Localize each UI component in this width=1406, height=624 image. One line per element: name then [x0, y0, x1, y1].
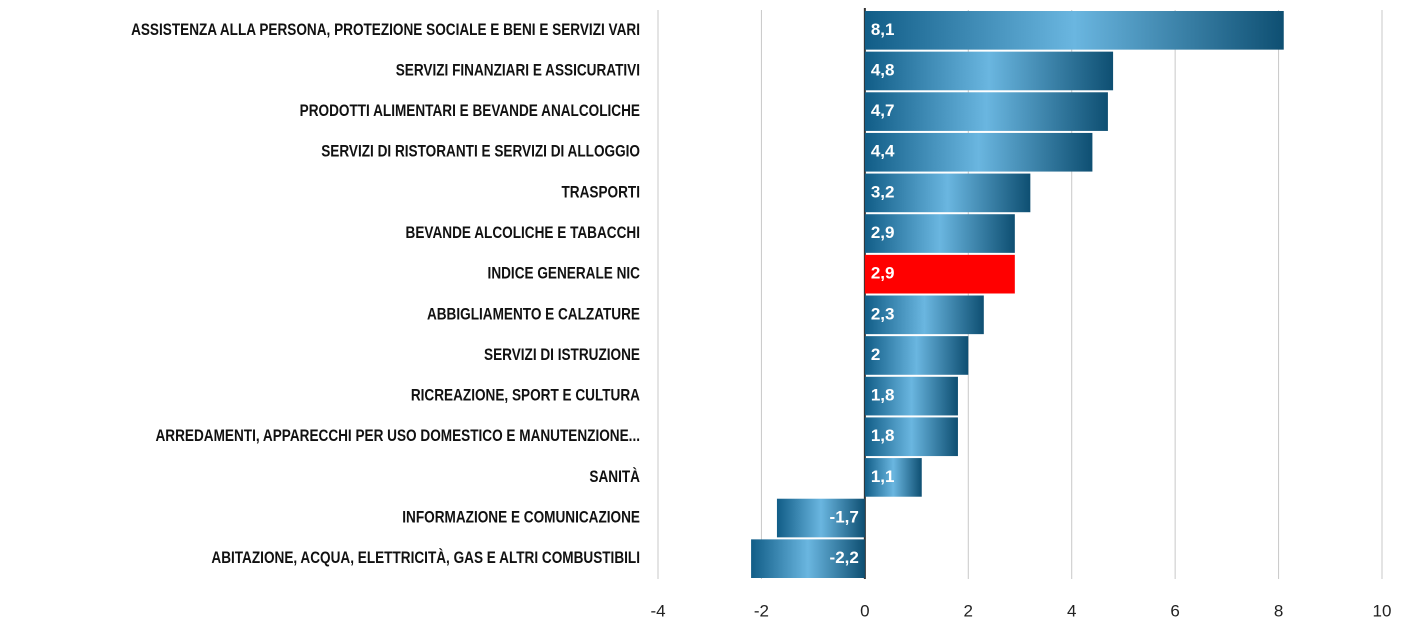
x-tick-label: 8 [1274, 601, 1283, 620]
bar [864, 132, 1093, 172]
category-label: ABITAZIONE, ACQUA, ELETTRICITÀ, GAS E AL… [211, 549, 640, 568]
category-label: SERVIZI DI RISTORANTI E SERVIZI DI ALLOG… [321, 142, 640, 161]
bar [864, 173, 1031, 213]
category-label: ARREDAMENTI, APPARECCHI PER USO DOMESTIC… [156, 427, 640, 446]
value-label: 2,3 [871, 304, 895, 323]
bar [864, 51, 1114, 91]
value-label: 1,8 [871, 426, 895, 445]
category-label: TRASPORTI [562, 183, 640, 202]
bars: 8,1 4,8 4,7 4,4 3,2 2,9 2,9 2,3 2 1,8 1,8 1,1 -1,7 -2… [751, 11, 1284, 578]
value-label: 2 [871, 345, 880, 364]
category-labels: ASSISTENZA ALLA PERSONA, PROTEZIONE SOCI… [131, 20, 640, 567]
category-label: PRODOTTI ALIMENTARI E BEVANDE ANALCOLICH… [300, 102, 640, 121]
value-label: -2,2 [830, 548, 859, 567]
x-tick-label: -4 [650, 601, 665, 620]
x-tick-label: 10 [1373, 601, 1392, 620]
category-label: INFORMAZIONE E COMUNICAZIONE [402, 508, 640, 527]
category-label: ABBIGLIAMENTO E CALZATURE [427, 305, 640, 324]
bar [864, 458, 922, 497]
bar [864, 417, 958, 457]
bar [751, 539, 865, 578]
category-label: RICREAZIONE, SPORT E CULTURA [411, 386, 640, 405]
category-label: SERVIZI FINANZIARI E ASSICURATIVI [396, 61, 640, 80]
category-label: SANITÀ [589, 468, 640, 487]
value-label: 4,7 [871, 101, 895, 120]
category-label: SERVIZI DI ISTRUZIONE [484, 346, 640, 365]
value-label: -1,7 [830, 508, 859, 527]
value-label: 4,8 [871, 60, 895, 79]
bar [864, 92, 1108, 131]
x-tick-label: 2 [964, 601, 973, 620]
category-label: BEVANDE ALCOLICHE E TABACCHI [406, 224, 640, 243]
x-tick-label: 4 [1067, 601, 1076, 620]
x-tick-label: 0 [860, 601, 869, 620]
x-tick-label: 6 [1170, 601, 1179, 620]
value-label: 2,9 [871, 223, 895, 242]
value-label: 4,4 [871, 142, 895, 161]
category-label: ASSISTENZA ALLA PERSONA, PROTEZIONE SOCI… [131, 20, 640, 39]
tick-labels: -4 -2 0 2 4 6 8 10 [650, 601, 1391, 620]
bar [864, 336, 969, 375]
bar [864, 254, 1015, 294]
bar [864, 11, 1284, 50]
category-label: INDICE GENERALE NIC [488, 264, 640, 283]
value-label: 1,1 [871, 467, 895, 486]
value-label: 3,2 [871, 182, 895, 201]
bar [864, 214, 1015, 253]
x-tick-label: -2 [754, 601, 769, 620]
value-label: 2,9 [871, 264, 895, 283]
bar [776, 498, 865, 538]
bar [864, 376, 958, 416]
value-label: 1,8 [871, 386, 895, 405]
bar [864, 295, 984, 335]
value-label: 8,1 [871, 20, 895, 39]
